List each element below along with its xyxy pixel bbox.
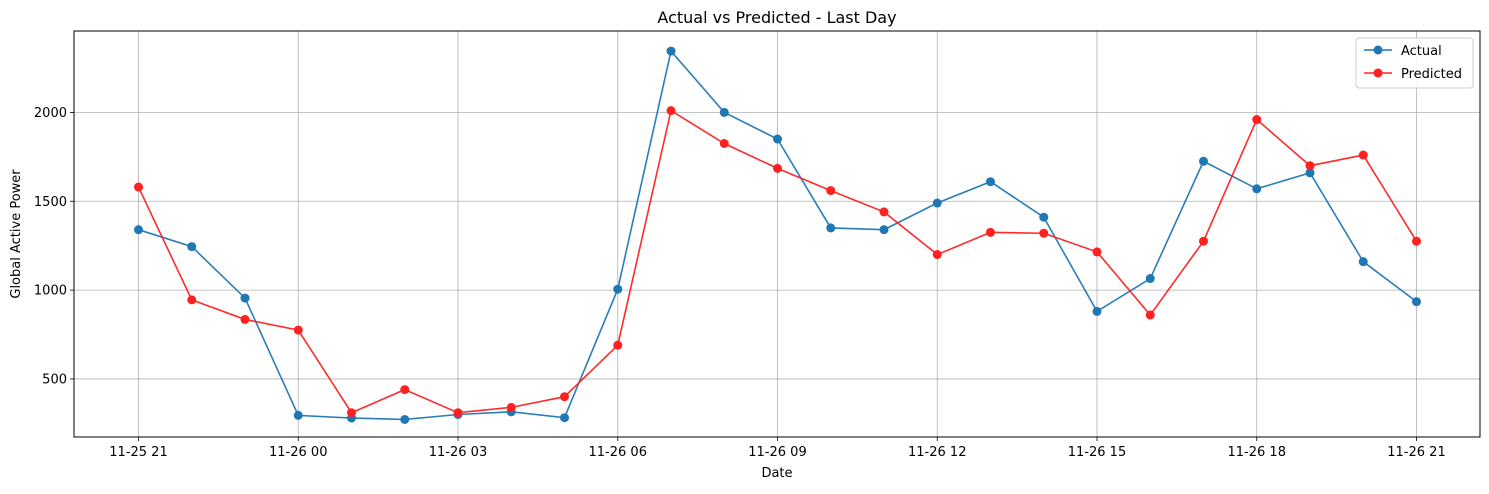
data-point-actual: [1092, 306, 1102, 316]
y-tick-label: 2000: [34, 106, 67, 121]
data-point-predicted: [879, 207, 889, 217]
data-point-actual: [879, 225, 889, 235]
x-tick-label: 11-26 06: [589, 445, 647, 460]
data-point-actual: [293, 410, 303, 420]
data-point-actual: [187, 242, 197, 252]
x-axis-label: Date: [761, 466, 792, 481]
data-point-actual: [986, 177, 995, 187]
chart-title: Actual vs Predicted - Last Day: [657, 8, 896, 27]
data-point-actual: [1358, 257, 1368, 267]
data-point-predicted: [719, 138, 729, 148]
y-tick-label: 1500: [34, 195, 67, 210]
data-point-predicted: [347, 408, 356, 418]
data-point-predicted: [1358, 150, 1368, 160]
data-point-actual: [666, 46, 676, 56]
data-point-predicted: [293, 325, 303, 335]
ticks-layer: 11-25 21 11-26 00 11-26 03 11-26 06 11-26 09…: [34, 106, 1446, 460]
y-tick-label: 1000: [34, 284, 67, 299]
data-point-predicted: [1412, 236, 1421, 246]
data-point-actual: [1145, 274, 1155, 284]
grid-layer: [74, 31, 1480, 437]
data-point-actual: [134, 225, 143, 235]
data-point-predicted: [773, 163, 782, 173]
data-point-actual: [932, 198, 942, 208]
series-predicted: [134, 106, 1421, 418]
data-point-predicted: [1199, 236, 1208, 246]
data-point-actual: [773, 134, 782, 144]
data-point-predicted: [613, 340, 623, 350]
data-point-predicted: [506, 402, 516, 412]
data-point-predicted: [932, 250, 942, 260]
legend-label-predicted: Predicted: [1401, 67, 1462, 82]
data-point-actual: [719, 107, 729, 117]
x-tick-label: 11-26 21: [1387, 445, 1445, 460]
legend-marker-actual: [1373, 45, 1383, 55]
y-axis-label: Global Active Power: [9, 169, 24, 299]
x-tick-label: 11-26 12: [908, 445, 966, 460]
data-point-predicted: [1092, 247, 1102, 257]
data-point-actual: [1039, 212, 1049, 222]
x-tick-label: 11-26 15: [1068, 445, 1126, 460]
data-point-actual: [613, 284, 623, 294]
data-point-predicted: [1305, 161, 1315, 171]
x-tick-label: 11-26 09: [748, 445, 806, 460]
data-point-actual: [1412, 297, 1421, 307]
x-tick-label: 11-26 18: [1228, 445, 1286, 460]
data-point-actual: [1252, 184, 1262, 194]
data-point-predicted: [453, 408, 463, 418]
data-point-actual: [400, 414, 410, 424]
data-point-actual: [560, 413, 569, 423]
legend-label-actual: Actual: [1401, 44, 1442, 59]
data-point-predicted: [187, 295, 197, 305]
x-tick-label: 11-26 03: [429, 445, 487, 460]
data-point-predicted: [826, 186, 836, 196]
data-point-predicted: [1039, 228, 1049, 238]
data-point-actual: [1199, 156, 1208, 166]
x-tick-label: 11-26 00: [269, 445, 327, 460]
data-point-predicted: [666, 106, 676, 116]
data-point-predicted: [1145, 310, 1155, 320]
legend: Actual Predicted: [1355, 37, 1474, 89]
legend-marker-predicted: [1373, 68, 1383, 78]
y-tick-label: 500: [42, 372, 67, 387]
data-point-predicted: [560, 392, 569, 402]
data-point-actual: [826, 223, 836, 233]
plot-frame: [73, 30, 1481, 438]
data-point-actual: [1305, 168, 1315, 178]
data-point-predicted: [134, 182, 143, 192]
data-point-predicted: [1252, 115, 1262, 125]
data-point-predicted: [986, 227, 995, 237]
data-point-predicted: [240, 314, 250, 324]
x-tick-label: 11-25 21: [109, 445, 167, 460]
data-point-predicted: [400, 385, 410, 395]
data-point-actual: [240, 293, 250, 303]
series-layer: [134, 46, 1421, 424]
